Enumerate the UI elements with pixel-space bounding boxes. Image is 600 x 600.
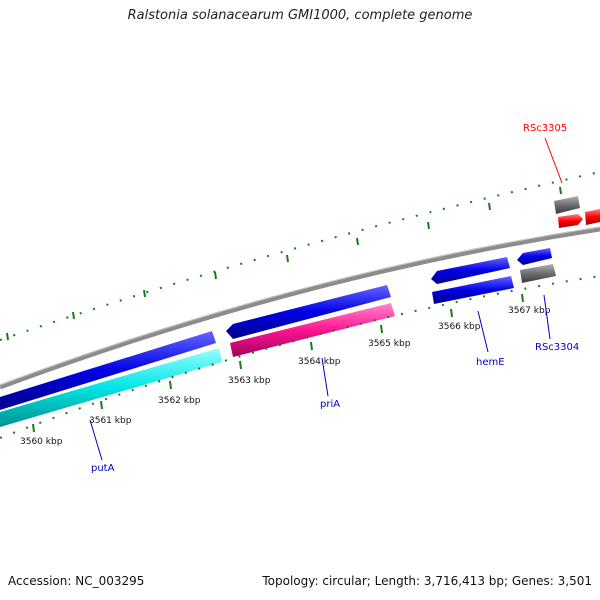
gene-putA-forward[interactable]: [0, 331, 216, 410]
rsc3305-leader: [544, 137, 563, 184]
gene-label-hemE[interactable]: hemE: [476, 310, 505, 368]
hemE-forward-arrow: [431, 257, 510, 284]
gene-hemE-forward[interactable]: [431, 257, 514, 304]
gray-lower-box: [520, 264, 556, 283]
kbp-label-3560: 3560 kbp: [20, 437, 63, 447]
outer-major-ticks: [6, 186, 562, 341]
gene-rsc3304-forward[interactable]: [517, 248, 552, 265]
putA-forward-bar: [0, 331, 216, 410]
backbone: [0, 226, 600, 390]
putA-cyan-bar: [0, 348, 222, 427]
gene-priA-reverse[interactable]: [230, 303, 395, 357]
genome-summary: Topology: circular; Length: 3,716,413 bp…: [262, 574, 592, 588]
kbp-label-3566: 3566 kbp: [438, 322, 481, 332]
kbp-label-3567: 3567 kbp: [508, 306, 551, 316]
feature-rsc3305[interactable]: RSc3305: [523, 123, 600, 228]
gene-label-putA[interactable]: putA: [89, 419, 115, 474]
priA-label: priA: [320, 399, 340, 410]
rsc3304-label: RSc3304: [535, 342, 579, 353]
putA-label: putA: [91, 463, 115, 474]
gene-label-rsc3304[interactable]: RSc3304: [535, 294, 579, 353]
kbp-label-3564: 3564 kbp: [298, 357, 341, 367]
rsc3304-forward-arrow: [517, 248, 552, 265]
feature-gray-lower[interactable]: [520, 264, 556, 283]
feature-gray-upper[interactable]: [554, 196, 580, 214]
gray-upper-box: [554, 196, 580, 214]
kbp-labels: 3560 kbp 3561 kbp 3562 kbp 3563 kbp 3564…: [20, 306, 551, 447]
accession-label: Accession: NC_003295: [8, 574, 145, 588]
priA-forward-arrow: [226, 285, 391, 339]
kbp-label-3565: 3565 kbp: [368, 339, 411, 349]
gene-putA-reverse[interactable]: [0, 348, 222, 427]
rsc3305-label: RSc3305: [523, 123, 567, 134]
hemE-lower-bar: [432, 276, 514, 304]
rsc3305-arrow: [558, 214, 583, 228]
gene-priA-forward[interactable]: [226, 285, 391, 339]
kbp-label-3562: 3562 kbp: [158, 396, 201, 406]
rsc3305-second-arrow: [585, 209, 600, 225]
hemE-label: hemE: [476, 357, 505, 368]
kbp-label-3563: 3563 kbp: [228, 376, 271, 386]
kbp-label-3561: 3561 kbp: [89, 416, 132, 426]
gene-label-priA[interactable]: priA: [320, 357, 340, 410]
genome-title: Ralstonia solanacearum GMI1000, complete…: [127, 8, 473, 23]
priA-magenta-bar: [230, 303, 395, 357]
inner-major-ticks: [32, 293, 524, 433]
